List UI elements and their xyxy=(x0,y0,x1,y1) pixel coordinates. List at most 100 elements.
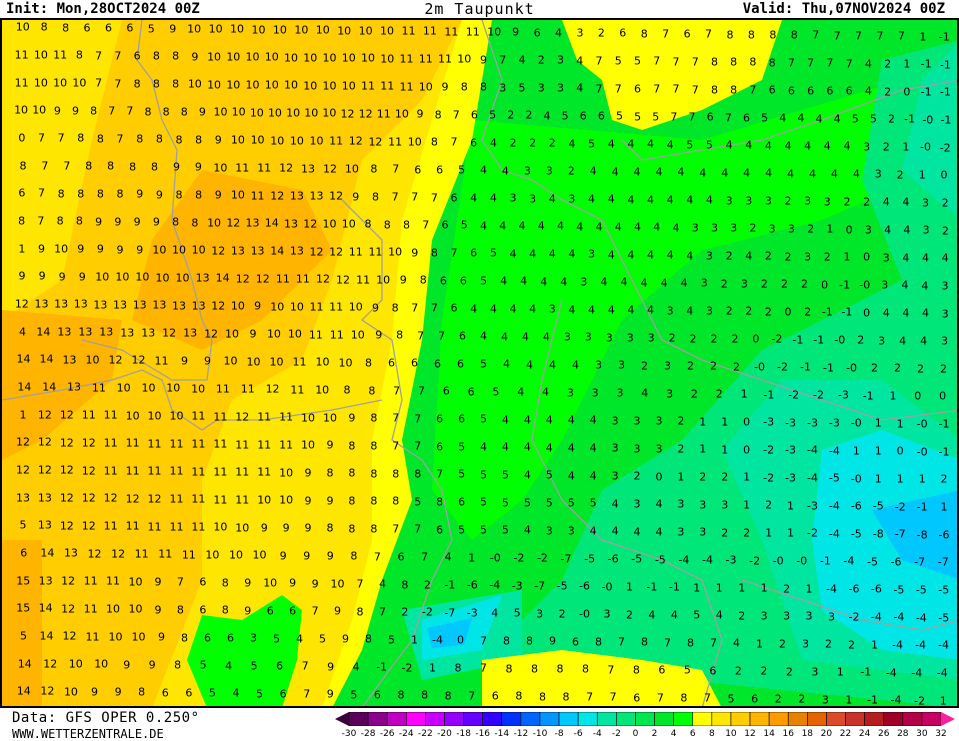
colorbar-tick-label: 0 xyxy=(632,729,639,739)
dewpoint-value: 8 xyxy=(221,603,229,617)
website-credit: WWW.WETTERZENTRALE.DE xyxy=(12,727,164,741)
dewpoint-value: 11 xyxy=(250,189,265,203)
dewpoint-value: 5 xyxy=(273,632,280,646)
dewpoint-value: 12 xyxy=(108,353,123,367)
dewpoint-value: 2 xyxy=(774,692,782,706)
dewpoint-value: 12 xyxy=(322,162,337,176)
dewpoint-value: -4 xyxy=(911,666,923,680)
dewpoint-value: 6 xyxy=(204,631,211,645)
dewpoint-value: 5 xyxy=(388,633,395,647)
dewpoint-value: 3 xyxy=(768,222,776,236)
colorbar-tick-label: -2 xyxy=(611,729,621,739)
dewpoint-value: 6 xyxy=(768,83,776,97)
dewpoint-value: 4 xyxy=(576,81,584,95)
dewpoint-value: 6 xyxy=(450,191,458,205)
dewpoint-value: 5 xyxy=(147,22,155,36)
dewpoint-value: 8 xyxy=(430,246,438,260)
colorbar-swatch xyxy=(826,712,846,726)
dewpoint-value: 11 xyxy=(388,135,403,149)
dewpoint-value: 4 xyxy=(830,167,838,181)
dewpoint-value: 5 xyxy=(199,658,207,672)
yellow-north-field xyxy=(562,20,782,130)
dewpoint-value: 7 xyxy=(108,104,116,118)
colorbar-tick-label: 2 xyxy=(651,729,658,739)
colorbar-swatch xyxy=(596,712,617,726)
dewpoint-value: 5 xyxy=(458,440,466,454)
dewpoint-value: 10 xyxy=(245,50,260,64)
dewpoint-value: 1 xyxy=(903,57,911,71)
dewpoint-value: 4 xyxy=(627,193,635,207)
dewpoint-value: 5 xyxy=(319,632,326,646)
dewpoint-value: 7 xyxy=(749,83,757,97)
dewpoint-value: 9 xyxy=(303,549,311,563)
dewpoint-value: 4 xyxy=(489,136,497,150)
colorbar-tick-label: 28 xyxy=(897,729,909,739)
dewpoint-value: -6 xyxy=(890,555,902,569)
dewpoint-value: 9 xyxy=(181,354,188,368)
dewpoint-value: 12 xyxy=(37,463,52,477)
dewpoint-value: 7 xyxy=(691,83,699,97)
dewpoint-value: 10 xyxy=(187,22,202,36)
dewpoint-value: 9 xyxy=(549,634,556,648)
dewpoint-value: -4 xyxy=(806,471,818,485)
dewpoint-value: 2 xyxy=(677,442,685,456)
dewpoint-value: 8 xyxy=(172,77,180,91)
dewpoint-value: 10 xyxy=(147,409,162,423)
dewpoint-value: -1 xyxy=(916,500,928,514)
dewpoint-value: 3 xyxy=(536,607,544,621)
dewpoint-value: 11 xyxy=(376,107,391,121)
dewpoint-value: 3 xyxy=(568,192,576,206)
dewpoint-value: 11 xyxy=(329,328,344,342)
dewpoint-value: 10 xyxy=(187,77,202,91)
dewpoint-value: 7 xyxy=(95,76,103,90)
dewpoint-value: 9 xyxy=(114,685,122,699)
dewpoint-value: 3 xyxy=(537,81,545,95)
dewpoint-value: -6 xyxy=(848,582,860,596)
dewpoint-value: 6 xyxy=(397,550,405,564)
dewpoint-value: 4 xyxy=(864,84,872,98)
dewpoint-value: 4 xyxy=(627,248,635,262)
dewpoint-value: 4 xyxy=(902,195,910,209)
dewpoint-value: 4 xyxy=(378,577,386,591)
dewpoint-value: 4 xyxy=(567,469,575,483)
dewpoint-value: 0 xyxy=(752,332,760,346)
dewpoint-value: 9 xyxy=(214,133,222,147)
dewpoint-value: 15 xyxy=(16,601,31,615)
dewpoint-value: 1 xyxy=(743,498,751,512)
dewpoint-value: 14 xyxy=(270,244,285,258)
dewpoint-value: 8 xyxy=(107,159,115,173)
dewpoint-value: 4 xyxy=(833,112,841,126)
dewpoint-value: 10 xyxy=(15,20,30,34)
dewpoint-value: 13 xyxy=(183,326,198,340)
dewpoint-value: 3 xyxy=(509,191,517,205)
dewpoint-value: 8 xyxy=(96,132,104,146)
dewpoint-value: 11 xyxy=(158,547,173,561)
dewpoint-value: 6 xyxy=(633,82,641,96)
dewpoint-value: 12 xyxy=(358,107,373,121)
dewpoint-value: 4 xyxy=(903,223,911,237)
dewpoint-value: 10 xyxy=(322,51,337,65)
dewpoint-value: 4 xyxy=(549,358,556,372)
dewpoint-value: 9 xyxy=(18,269,26,283)
colorbar-tick-label: -16 xyxy=(475,729,491,739)
dewpoint-value: 12 xyxy=(235,410,250,424)
dewpoint-value: 13 xyxy=(54,297,69,311)
dewpoint-value: 8 xyxy=(195,188,203,202)
colorbar-tick-label: 14 xyxy=(763,729,775,739)
dewpoint-value: 12 xyxy=(59,436,74,450)
dewpoint-value: 8 xyxy=(195,133,203,147)
dewpoint-value: 6 xyxy=(458,412,466,426)
dewpoint-value: 3 xyxy=(764,194,772,208)
colorbar-tick-label: -26 xyxy=(379,729,395,739)
dewpoint-value: 10 xyxy=(230,188,245,202)
dewpoint-value: 6 xyxy=(18,186,26,200)
colorbar-tick-label: 26 xyxy=(877,729,890,739)
dewpoint-value: 6 xyxy=(441,218,449,232)
dewpoint-value: 0 xyxy=(743,415,751,429)
dewpoint-value: 8 xyxy=(391,301,399,315)
dewpoint-value: 3 xyxy=(647,331,655,345)
dewpoint-value: 13 xyxy=(38,574,53,588)
dewpoint-value: 2 xyxy=(801,277,809,291)
dewpoint-value: 4 xyxy=(568,303,576,317)
colorbar-swatch xyxy=(864,712,885,726)
